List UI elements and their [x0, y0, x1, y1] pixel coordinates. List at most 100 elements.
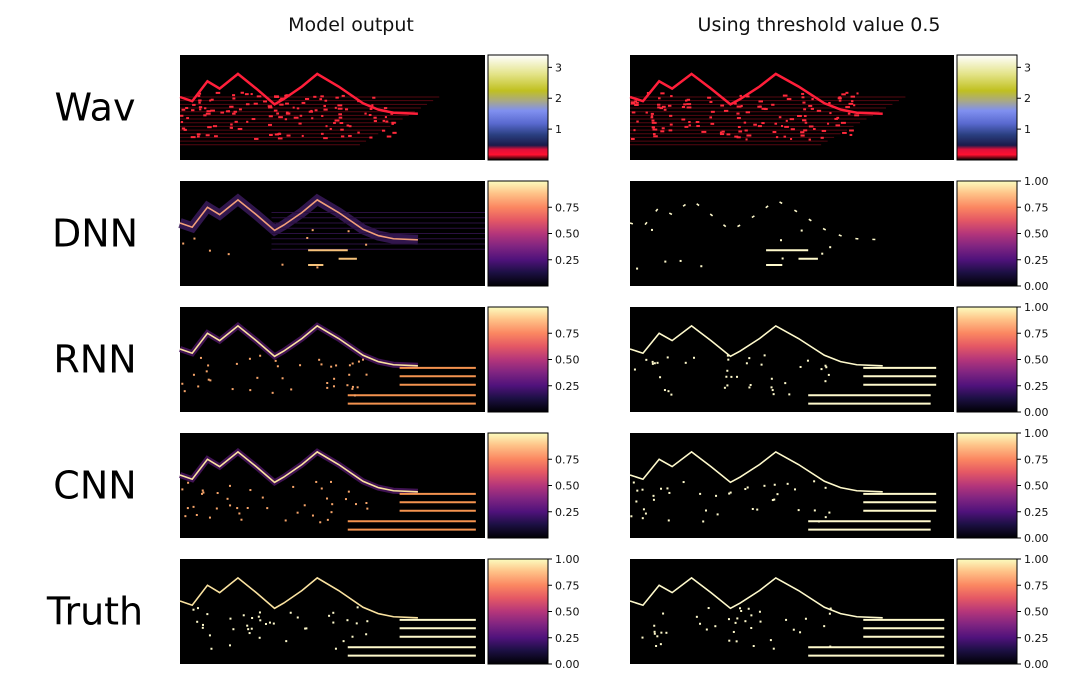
heatmap-grid: Wav 1 2 3 1 2 3 DNN 0.25 0.50 0.75 0.00 0.25 0.50 0.75…	[46, 54, 1049, 671]
row-3-left-note-dot	[329, 480, 332, 483]
row-1-left-tick-label: 0.50	[555, 228, 580, 241]
row-1-right-note-dot	[679, 259, 682, 262]
row-2-left-note-dot	[181, 382, 184, 385]
row-2-right-note-dot	[663, 389, 666, 392]
row-0-right-energy-dot	[660, 92, 665, 95]
row-0-right-energy-dot	[688, 124, 691, 127]
row-1-left-tick-label: 0.25	[555, 254, 580, 267]
row-3-left-note-dot	[249, 489, 252, 492]
row-0-right-energy-dot	[821, 129, 827, 132]
row-0-left-energy-dot	[254, 137, 259, 140]
row-3-left-note-dot	[226, 497, 229, 500]
row-4-left-note-dot	[351, 635, 354, 638]
row-0-right-energy-dot	[812, 128, 816, 131]
row-1-left-note-dot	[311, 229, 314, 232]
row-0-left-energy-dot	[323, 137, 328, 140]
row-0-right-energy-dot	[719, 133, 725, 136]
row-0-right-energy-dot	[778, 116, 782, 119]
row-2-left-note-dot	[205, 370, 208, 373]
row-0-right-energy-dot	[709, 116, 713, 119]
row-2-right-note-dot	[723, 386, 726, 389]
row-0-left-energy-dot	[253, 102, 258, 105]
row-0-left-energy-dot	[240, 91, 244, 94]
row-0-left-energy-dot	[203, 114, 207, 117]
row-0-left-energy-dot	[185, 107, 189, 110]
row-0-right-energy-dot	[808, 125, 814, 128]
row-1-left-colorbar	[487, 180, 549, 287]
row-0-left-energy-dot	[340, 128, 344, 131]
row-2-right-note-dot	[770, 386, 773, 389]
row-0-left-energy-dot	[198, 106, 203, 109]
row-0-right-energy-dot	[743, 121, 747, 124]
row-0-left-energy-dot	[337, 104, 343, 107]
row-2-right-note-dot	[745, 362, 748, 365]
row-truth: Truth 0.00 0.25 0.50 0.75 1.00 0.00 0.25 0.50 0.7…	[46, 553, 1049, 671]
row-0-left-energy-dot	[310, 109, 313, 112]
row-0-right-energy-dot	[840, 121, 846, 124]
row-4-right-note-dot	[653, 630, 656, 633]
row-0-left-energy-dot	[372, 96, 376, 99]
row-4-left-note-dot	[232, 628, 235, 631]
row-0-left-energy-dot	[323, 108, 328, 111]
row-0-left-energy-dot	[232, 97, 236, 100]
row-0-left-energy-dot	[233, 110, 238, 113]
row-0-right-energy-dot	[653, 135, 658, 138]
row-0-left-energy-dot	[357, 131, 360, 134]
row-4-right-note-dot	[665, 631, 668, 634]
row-0-right-energy-dot	[669, 114, 673, 117]
row-3-right-note-dot	[660, 487, 663, 490]
row-2-right-tick-label: 0.50	[1024, 354, 1049, 367]
row-4-right-melody-line	[629, 576, 883, 619]
row-3-left-note-dot	[365, 502, 368, 505]
row-3-right-note-dot	[771, 499, 774, 502]
row-0-right-energy-dot	[849, 129, 854, 132]
row-0-left-energy-dot	[215, 91, 221, 94]
row-4-right-note-dot	[750, 614, 753, 617]
row-0-left-energy-dot	[205, 134, 210, 137]
row-0-right-energy-dot	[736, 112, 740, 115]
row-0-right-energy-dot	[838, 99, 842, 102]
row-0-left-energy-dot	[209, 99, 212, 102]
row-0-left-energy-dot	[181, 108, 186, 111]
row-3-left-note-dot	[184, 515, 187, 518]
row-2-right-note-dot	[820, 368, 823, 371]
row-4-right-note-dot	[799, 631, 802, 634]
row-0-right-energy-dot	[633, 129, 636, 132]
row-0-left-energy-dot	[348, 134, 352, 137]
row-0-right-energy-dot	[772, 131, 777, 134]
row-0-left-energy-dot	[285, 102, 289, 105]
row-0-right-energy-dot	[804, 121, 808, 124]
row-0-left-energy-dot	[268, 115, 273, 118]
row-0-left-energy-dot	[383, 107, 388, 110]
row-0-left-energy-dot	[311, 117, 314, 120]
row-0-left-energy-dot	[338, 116, 343, 119]
row-4-right-note-dot	[738, 607, 741, 610]
row-3-right-note-dot	[824, 486, 827, 489]
row-0-left-energy-dot	[313, 95, 317, 98]
row-2-left-note-dot	[356, 386, 359, 389]
row-0-left-energy-dot	[197, 135, 200, 138]
row-4-right-note-dot	[728, 639, 731, 642]
row-3-right-note-dot	[652, 494, 655, 497]
row-2-left-note-dot	[348, 373, 351, 376]
row-0-right-energy-dot	[739, 94, 742, 97]
row-0-left-energy-dot	[329, 127, 332, 130]
row-0-right-energy-dot	[681, 105, 686, 108]
row-0-right-energy-dot	[736, 117, 741, 120]
row-0-left-energy-dot	[181, 127, 186, 130]
row-2-right-note-dot	[653, 362, 656, 365]
row-4-left-colorbar	[487, 558, 549, 665]
row-0-right-energy-dot	[802, 101, 806, 104]
row-0-left-energy-dot	[192, 103, 196, 106]
row-3-left-note-dot	[192, 505, 195, 508]
row-0-left-energy-dot	[339, 122, 344, 125]
row-0-left-energy-dot	[244, 93, 249, 96]
row-1-left-note-dot	[182, 242, 185, 245]
row-1-left-note-dot	[208, 249, 211, 252]
row-3-right-note-dot	[636, 489, 639, 492]
row-1-right-note-dot	[664, 260, 667, 263]
row-0-right-energy-dot	[657, 106, 661, 109]
row-0-left-energy-dot	[199, 108, 202, 111]
row-3-left-note-dot	[326, 497, 329, 500]
row-0-left-energy-dot	[384, 116, 387, 119]
